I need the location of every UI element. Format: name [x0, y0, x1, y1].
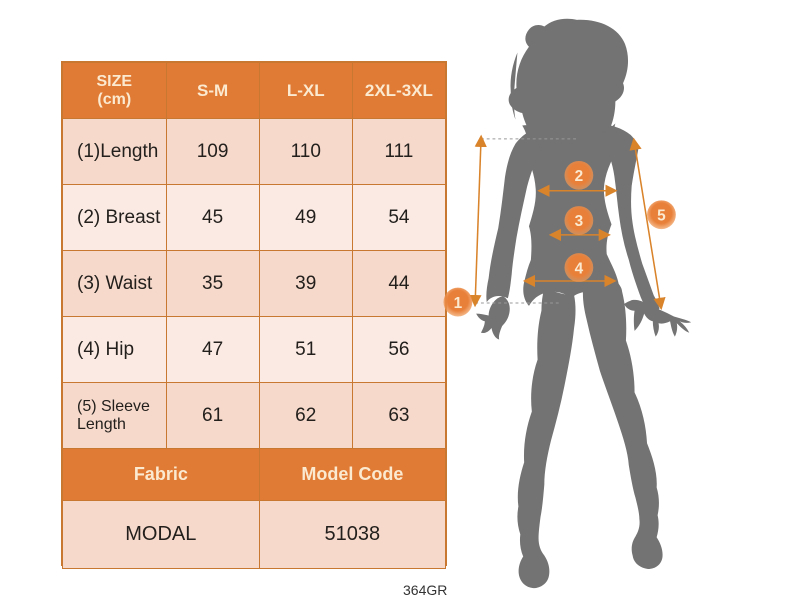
svg-text:4: 4 — [575, 260, 584, 277]
svg-text:5: 5 — [657, 207, 666, 224]
svg-text:3: 3 — [575, 213, 584, 230]
svg-text:1: 1 — [454, 295, 463, 312]
svg-text:2: 2 — [575, 168, 584, 185]
